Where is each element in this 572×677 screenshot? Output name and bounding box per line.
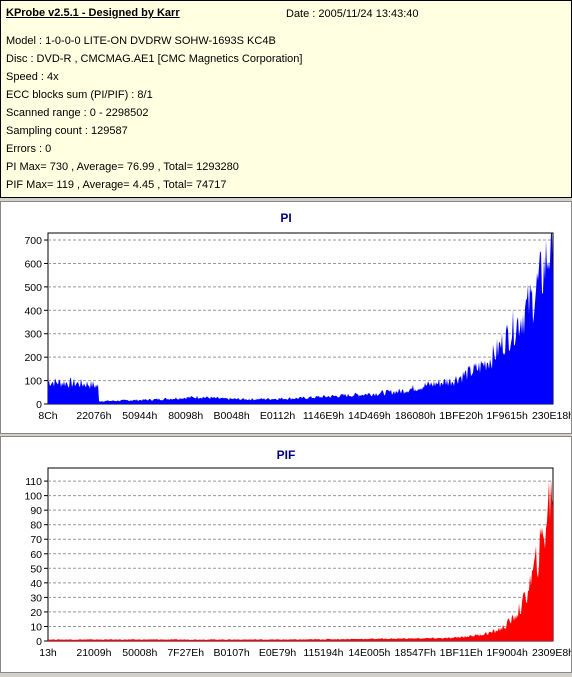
x-tick-label: 80098h	[168, 410, 203, 422]
x-tick-label: 1BFE20h	[439, 410, 483, 422]
x-tick-label: E0E79h	[259, 647, 297, 659]
scanned-range-line: Scanned range : 0 - 2298502	[6, 107, 149, 119]
x-tick-label: 1BF11Eh	[440, 647, 483, 659]
y-tick-label: 90	[30, 505, 42, 517]
pif-summary-line: PIF Max= 119 , Average= 4.45 , Total= 74…	[6, 179, 227, 191]
x-tick-label: 50944h	[122, 410, 157, 422]
x-tick-label: 230E18h	[532, 410, 571, 422]
pi-chart: PI 0 100 200 300 400 500 600 700 8Ch 22076h 50944h 8…	[24, 211, 572, 422]
model-line: Model : 1-0-0-0 LITE-ON DVDRW SOHW-1693S…	[6, 35, 276, 47]
scan-date: Date : 2005/11/24 13:43:40	[286, 8, 419, 20]
x-tick-label: 115194h	[303, 647, 343, 659]
x-tick-label: 2309E8h	[532, 647, 571, 659]
y-tick-label: 300	[24, 329, 42, 341]
y-tick-label: 700	[24, 235, 42, 247]
info-panel: KProbe v2.5.1 - Designed by Karr Date : …	[0, 0, 572, 198]
x-tick-label: 1146E9h	[303, 410, 344, 422]
series-area	[48, 233, 553, 404]
y-tick-label: 70	[30, 534, 42, 546]
pi-chart-panel: PI 0 100 200 300 400 500 600 700 8Ch 22076h 50944h 8…	[0, 201, 572, 434]
y-tick-label: 400	[24, 305, 42, 317]
y-tick-label: 110	[25, 476, 42, 488]
y-tick-label: 40	[30, 578, 42, 590]
x-tick-label: 8Ch	[38, 410, 57, 422]
y-tick-label: 10	[30, 621, 42, 633]
disc-line: Disc : DVD-R , CMCMAG.AE1 [CMC Magnetics…	[6, 53, 303, 65]
x-tick-label: B0107h	[214, 647, 250, 659]
y-tick-label: 60	[30, 549, 42, 561]
y-tick-label: 30	[30, 592, 42, 604]
y-tick-label: 500	[24, 282, 42, 294]
pi-summary-line: PI Max= 730 , Average= 76.99 , Total= 12…	[6, 161, 239, 173]
speed-line: Speed : 4x	[6, 71, 59, 83]
x-tick-label: 22076h	[76, 410, 111, 422]
errors-line: Errors : 0	[6, 143, 52, 155]
x-tick-label: 18547Fh	[395, 647, 437, 659]
x-tick-label: 186080h	[395, 410, 436, 422]
app-title: KProbe v2.5.1 - Designed by Karr	[6, 7, 180, 19]
pif-chart-panel: PIF 0 10 20 30 40 50 60 70 80 90 100 110 13h 21009h 500…	[0, 436, 572, 673]
sampling-count-line: Sampling count : 129587	[6, 125, 128, 137]
y-tick-label: 100	[24, 491, 42, 503]
y-tick-label: 600	[24, 258, 42, 270]
x-tick-label: 21009h	[76, 647, 111, 659]
y-tick-label: 0	[36, 636, 42, 648]
x-tick-label: 13h	[39, 647, 57, 659]
chart-title: PI	[280, 211, 291, 225]
y-tick-label: 20	[30, 607, 42, 619]
y-tick-label: 80	[30, 520, 42, 532]
x-tick-label: 14E005h	[348, 647, 390, 659]
pif-chart: PIF 0 10 20 30 40 50 60 70 80 90 100 110 13h 21009h 500…	[24, 448, 572, 659]
y-tick-label: 0	[36, 399, 42, 411]
y-tick-label: 200	[24, 352, 42, 364]
x-tick-label: 14D469h	[348, 410, 391, 422]
ecc-line: ECC blocks sum (PI/PIF) : 8/1	[6, 89, 153, 101]
x-tick-label: E0112h	[260, 410, 296, 422]
x-tick-label: 7F27Eh	[167, 647, 204, 659]
y-tick-label: 100	[24, 376, 42, 388]
x-tick-label: B0048h	[214, 410, 250, 422]
x-tick-label: 50008h	[122, 647, 157, 659]
x-tick-label: 1F9615h	[486, 410, 528, 422]
x-tick-label: 1F9004h	[486, 647, 528, 659]
y-tick-label: 50	[30, 563, 42, 575]
plot-area	[47, 467, 554, 642]
chart-title: PIF	[277, 448, 296, 462]
